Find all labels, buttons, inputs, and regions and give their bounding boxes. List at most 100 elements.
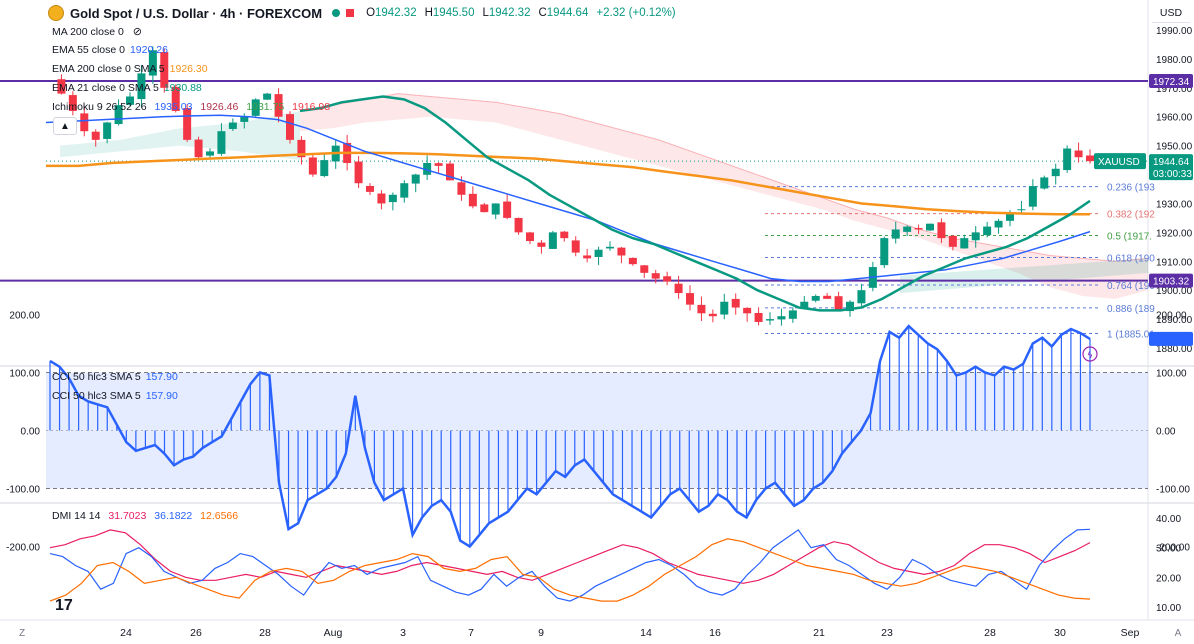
cci-tick-label-left: 0.00 — [21, 427, 41, 438]
candle-body — [880, 238, 889, 266]
time-tick-label: 30 — [1054, 627, 1066, 639]
level-tag-bottom — [1149, 273, 1193, 288]
ohlc-close: C1944.64 — [538, 7, 589, 19]
candle-body — [434, 163, 443, 166]
currency-selector[interactable]: USD — [1152, 4, 1190, 23]
candle-body — [240, 116, 249, 122]
cci-last-tag — [1149, 331, 1193, 346]
price-tick-label: 1950.00 — [1156, 142, 1193, 153]
cci-tick-label: 100.00 — [1156, 369, 1187, 380]
ohlc-change: +2.32 (+0.12%) — [596, 7, 676, 19]
gold-logo-icon — [48, 5, 64, 21]
fib-label-1: 1 (1885.01 — [1107, 330, 1155, 341]
cci-tick-label: 200.00 — [1156, 311, 1187, 322]
candle-body — [1086, 155, 1094, 162]
timezone-button: Z — [19, 628, 25, 639]
time-tick-label: Sep — [1121, 627, 1140, 639]
candle-body — [1051, 168, 1060, 177]
candle-body — [503, 201, 512, 218]
candle-body — [583, 255, 592, 259]
lightning-icon — [1082, 346, 1098, 362]
candle-body — [1063, 148, 1072, 171]
cci-tick-label-left: -200.00 — [6, 543, 40, 554]
time-tick-label: Aug — [324, 627, 343, 639]
eye-off-icon[interactable]: ⊘ — [132, 26, 142, 38]
time-tick-label: 3 — [400, 627, 406, 639]
candle-body — [137, 73, 146, 100]
candle-body — [926, 223, 934, 231]
candle-body — [480, 204, 489, 213]
time-tick-label: 23 — [881, 627, 893, 639]
ohlc-open: O1942.32 — [366, 7, 417, 19]
legend-ma200[interactable]: MA 200 close 0 ⊘ — [52, 26, 142, 38]
legend-ema21[interactable]: EMA 21 close 0 SMA 5 1930.88 — [52, 82, 202, 94]
candle-body — [286, 114, 294, 140]
candle-body — [126, 96, 134, 105]
cci-tick-label: 0.00 — [1156, 427, 1176, 438]
last-price-tag-text: 1944.64 — [1153, 157, 1190, 168]
legend-ema55[interactable]: EMA 55 close 0 1920.26 — [52, 44, 168, 56]
candle-body — [228, 122, 237, 129]
tradingview-logo: 17 — [55, 597, 73, 614]
dmi-tick-label: 10.00 — [1156, 603, 1181, 614]
cci-line — [49, 324, 1091, 549]
price-tick-label: 1890.00 — [1156, 315, 1193, 326]
level-tag-top — [1149, 74, 1193, 89]
ichimoku-cloud — [60, 93, 1149, 299]
ema21-line — [299, 95, 1091, 312]
cci-tick-label-left: 200.00 — [9, 311, 40, 322]
flag-icon[interactable] — [346, 9, 355, 17]
price-tick-label: 1990.00 — [1156, 26, 1193, 37]
candle-body — [594, 249, 603, 258]
ohlc-low: L1942.32 — [482, 7, 531, 19]
candle-body — [766, 319, 774, 321]
symbol-tag — [1094, 153, 1146, 170]
candle-body — [811, 295, 820, 301]
ema55-line — [45, 114, 1091, 283]
fib-label-0.618: 0.618 (190 — [1107, 254, 1155, 265]
candle-body — [777, 316, 786, 320]
candle-body — [114, 105, 123, 125]
candle-body — [960, 238, 969, 249]
cci-tick-label: -100.00 — [1156, 485, 1190, 496]
candle-body — [194, 139, 203, 158]
candle-body — [366, 185, 374, 192]
candle-body — [606, 246, 614, 249]
level-tag-bottom-text: 1903.32 — [1153, 277, 1190, 288]
candle-body — [971, 232, 980, 241]
candle-body — [846, 301, 854, 312]
candle-body — [663, 276, 672, 282]
candle-body — [823, 295, 832, 299]
candle-body — [80, 113, 89, 132]
time-tick-label: 24 — [120, 627, 132, 639]
dmi-adx-line — [49, 529, 1091, 584]
exchange-dot-icon — [332, 9, 341, 17]
legend-cci-1[interactable]: CCI 50 hlc3 SMA 5 157.90 — [52, 371, 178, 383]
auto-scale-button: A — [1175, 628, 1182, 639]
legend-ema200[interactable]: EMA 200 close 0 SMA 5 1926.30 — [52, 63, 208, 75]
grid — [0, 0, 1194, 621]
candle-body — [354, 161, 363, 184]
candle-body — [800, 301, 809, 308]
candle-body — [731, 298, 740, 308]
dmi-di-line — [49, 528, 1091, 602]
candle-body — [411, 174, 420, 184]
legend-cci-2[interactable]: CCI 50 hlc3 SMA 5 157.90 — [52, 390, 178, 402]
legend-ichimoku[interactable]: Ichimoku 9 26 52 26 1935.03 1926.46 1931… — [52, 101, 331, 113]
candle-body — [423, 162, 432, 175]
candle-body — [903, 226, 912, 232]
fib-label-0.382: 0.382 (192 — [1107, 210, 1155, 221]
collapse-legend-button[interactable]: ▲ — [53, 117, 77, 135]
candle-body — [617, 247, 626, 256]
symbol-title[interactable]: Gold Spot / U.S. Dollar · 4h · FOREXCOM — [70, 5, 323, 21]
candle-body — [457, 182, 466, 195]
candle-body — [708, 313, 717, 317]
candle-body — [446, 163, 454, 181]
candle-body — [183, 108, 192, 140]
candle-body — [274, 94, 283, 117]
cci-tick-label: -200.00 — [1156, 543, 1190, 554]
legend-dmi[interactable]: DMI 14 14 31.7023 36.1822 12.6566 — [52, 510, 239, 522]
candle-body — [1006, 212, 1014, 221]
